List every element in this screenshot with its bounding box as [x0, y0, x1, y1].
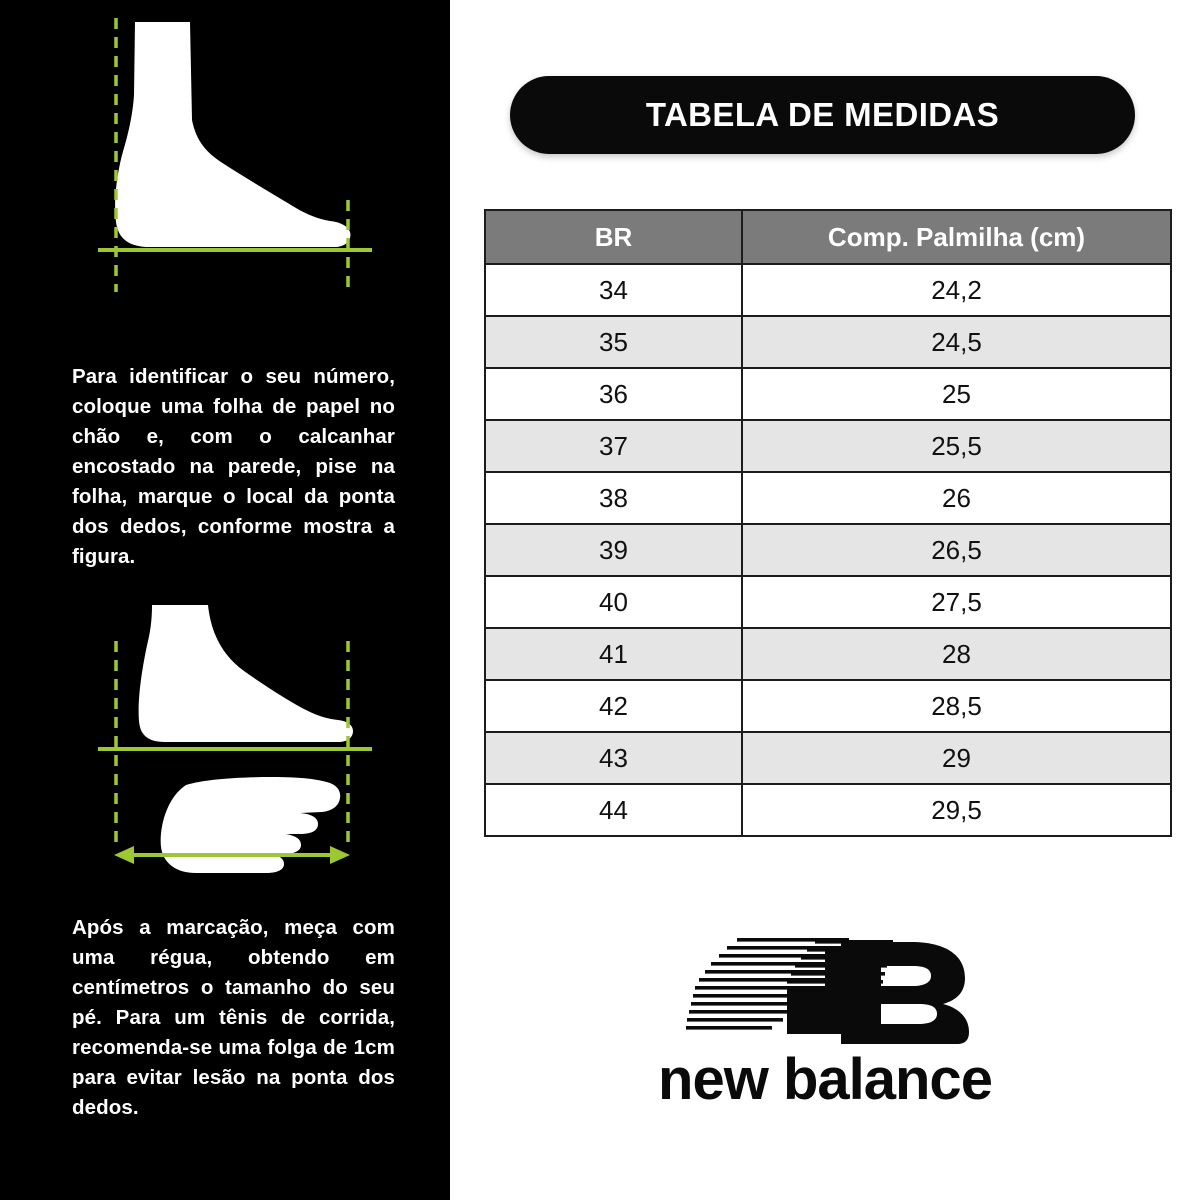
foot-side-view-svg: [98, 18, 372, 292]
page-title-pill: TABELA DE MEDIDAS: [510, 76, 1135, 154]
instructions-panel: Para identificar o seu número, coloque u…: [0, 0, 450, 1200]
foot-length-svg: [98, 604, 372, 873]
cell-insole-length: 25,5: [741, 419, 1172, 473]
table-row: 44 29,5: [484, 783, 1172, 837]
column-header-br: BR: [484, 209, 743, 265]
cell-insole-length: 26: [741, 471, 1172, 525]
table-row: 36 25: [484, 367, 1172, 421]
cell-br-size: 42: [484, 679, 743, 733]
cell-insole-length: 27,5: [741, 575, 1172, 629]
length-measure-arrow: [114, 845, 350, 864]
cell-insole-length: 29,5: [741, 783, 1172, 837]
new-balance-wordmark-text: new balance: [658, 1050, 992, 1112]
table-row: 37 25,5: [484, 419, 1172, 473]
cell-br-size: 36: [484, 367, 743, 421]
table-row: 42 28,5: [484, 679, 1172, 733]
table-row: 35 24,5: [484, 315, 1172, 369]
cell-br-size: 38: [484, 471, 743, 525]
measurements-panel: TABELA DE MEDIDAS BR Comp. Palmilha (cm)…: [450, 0, 1200, 1200]
cell-br-size: 34: [484, 263, 743, 317]
table-row: 38 26: [484, 471, 1172, 525]
instruction-paragraph-2: Após a marcação, meça com uma régua, obt…: [72, 915, 395, 1119]
cell-insole-length: 28,5: [741, 679, 1172, 733]
foot-silhouette-shape: [115, 22, 351, 247]
cell-insole-length: 25: [741, 367, 1172, 421]
brand-logo: new balance: [450, 930, 1200, 1130]
cell-br-size: 43: [484, 731, 743, 785]
cell-insole-length: 28: [741, 627, 1172, 681]
footprint-top-view-shape: [160, 776, 341, 873]
instruction-paragraph-1: Para identificar o seu número, coloque u…: [72, 365, 395, 568]
table-row: 34 24,2: [484, 263, 1172, 317]
cell-br-size: 35: [484, 315, 743, 369]
foot-side-view-illustration: [0, 0, 450, 300]
cell-br-size: 39: [484, 523, 743, 577]
table-row: 39 26,5: [484, 523, 1172, 577]
page-title: TABELA DE MEDIDAS: [645, 96, 1000, 133]
cell-br-size: 44: [484, 783, 743, 837]
cell-br-size: 41: [484, 627, 743, 681]
size-table: BR Comp. Palmilha (cm) 34 24,2 35 24,5 3…: [484, 209, 1172, 837]
cell-insole-length: 26,5: [741, 523, 1172, 577]
foot-side-profile-shape: [138, 604, 353, 742]
table-header-row: BR Comp. Palmilha (cm): [484, 209, 1172, 265]
new-balance-nb-mark-icon: [686, 938, 969, 1044]
table-row: 40 27,5: [484, 575, 1172, 629]
cell-insole-length: 24,2: [741, 263, 1172, 317]
new-balance-wordmark: new balance: [658, 1050, 993, 1112]
table-row: 41 28: [484, 627, 1172, 681]
cell-insole-length: 24,5: [741, 315, 1172, 369]
foot-length-illustration: [0, 593, 450, 873]
table-row: 43 29: [484, 731, 1172, 785]
cell-insole-length: 29: [741, 731, 1172, 785]
cell-br-size: 40: [484, 575, 743, 629]
column-header-insole-length: Comp. Palmilha (cm): [741, 209, 1172, 265]
cell-br-size: 37: [484, 419, 743, 473]
